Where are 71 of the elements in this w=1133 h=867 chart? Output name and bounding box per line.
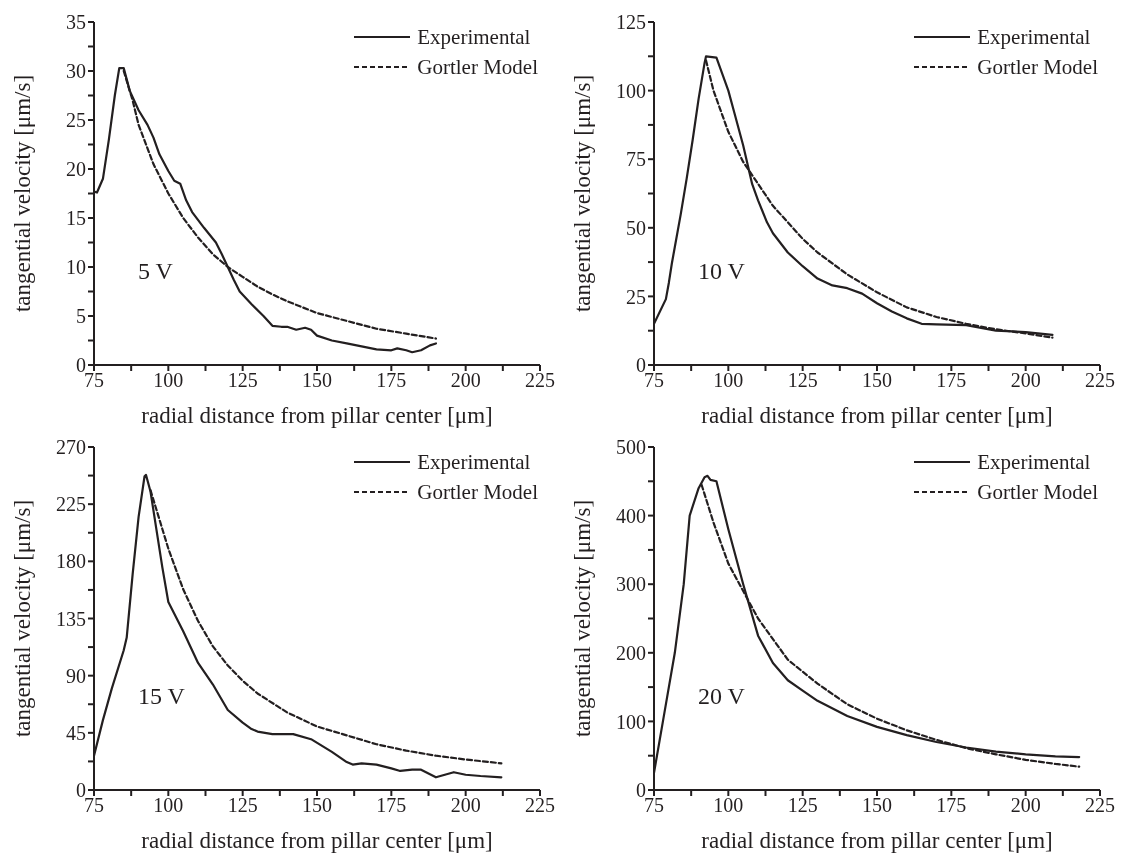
annotation: 5 V	[138, 258, 173, 285]
y-tick-label: 300	[616, 573, 646, 596]
legend-label: Experimental	[977, 24, 1091, 50]
x-tick-label: 225	[525, 369, 555, 392]
legend-label: Experimental	[417, 24, 531, 50]
legend-label: Experimental	[977, 449, 1091, 475]
y-tick-label: 20	[66, 158, 86, 181]
y-tick-label: 0	[636, 354, 646, 377]
y-tick-label: 35	[66, 11, 86, 34]
y-tick-label: 200	[616, 641, 646, 664]
legend-label: Gortler Model	[977, 54, 1098, 80]
y-tick-label: 0	[76, 779, 86, 802]
x-tick-label: 125	[227, 369, 258, 392]
y-tick-label: 30	[66, 60, 86, 83]
x-tick-label: 200	[1010, 794, 1041, 817]
y-tick-label: 135	[56, 607, 86, 630]
x-tick-label: 175	[936, 794, 967, 817]
annotation: 10 V	[698, 258, 745, 285]
legend-label: Gortler Model	[417, 479, 538, 505]
y-tick-label: 100	[616, 79, 646, 102]
y-tick-label: 100	[616, 710, 646, 733]
x-tick-label: 225	[525, 794, 555, 817]
y-tick-label: 5	[76, 305, 86, 328]
annotation: 20 V	[698, 683, 745, 710]
x-tick-label: 150	[302, 794, 332, 817]
x-axis-title: radial distance from pillar center [μm]	[701, 828, 1053, 853]
x-tick-label: 200	[450, 369, 481, 392]
x-tick-label: 100	[713, 369, 744, 392]
y-tick-label: 400	[616, 504, 646, 527]
x-axis-title: radial distance from pillar center [μm]	[141, 828, 493, 853]
x-tick-label: 225	[1085, 794, 1115, 817]
y-tick-label: 10	[66, 256, 86, 279]
x-axis-title: radial distance from pillar center [μm]	[701, 403, 1053, 428]
y-tick-label: 25	[626, 285, 646, 308]
legend-label: Gortler Model	[417, 54, 538, 80]
y-tick-label: 0	[636, 779, 646, 802]
y-axis-title: tangential velocity [μm/s]	[570, 499, 596, 738]
y-tick-label: 270	[56, 436, 86, 459]
annotation: 15 V	[138, 683, 185, 710]
x-tick-label: 200	[1010, 369, 1041, 392]
x-tick-label: 125	[787, 369, 818, 392]
y-axis-title: tangential velocity [μm/s]	[10, 499, 36, 738]
y-tick-label: 15	[66, 207, 86, 230]
x-tick-label: 100	[153, 369, 184, 392]
x-tick-label: 125	[787, 794, 818, 817]
x-axis-title: radial distance from pillar center [μm]	[141, 403, 493, 428]
x-tick-label: 150	[302, 369, 332, 392]
y-tick-label: 225	[56, 493, 86, 516]
x-tick-label: 175	[936, 369, 967, 392]
y-tick-label: 25	[66, 109, 86, 132]
x-tick-label: 175	[376, 794, 407, 817]
y-tick-label: 180	[56, 550, 86, 573]
y-tick-label: 125	[616, 11, 646, 34]
x-tick-label: 150	[862, 369, 892, 392]
x-tick-label: 150	[862, 794, 892, 817]
y-tick-label: 0	[76, 354, 86, 377]
y-axis-title: tangential velocity [μm/s]	[570, 74, 596, 313]
x-tick-label: 100	[713, 794, 744, 817]
y-tick-label: 45	[66, 721, 86, 744]
y-tick-label: 75	[626, 148, 646, 171]
x-tick-label: 125	[227, 794, 258, 817]
y-tick-label: 500	[616, 436, 646, 459]
legend-label: Gortler Model	[977, 479, 1098, 505]
y-tick-label: 90	[66, 664, 86, 687]
legend-label: Experimental	[417, 449, 531, 475]
x-tick-label: 200	[450, 794, 481, 817]
x-tick-label: 100	[153, 794, 184, 817]
y-tick-label: 50	[626, 216, 646, 239]
x-tick-label: 225	[1085, 369, 1115, 392]
y-axis-title: tangential velocity [μm/s]	[10, 74, 36, 313]
x-tick-label: 175	[376, 369, 407, 392]
